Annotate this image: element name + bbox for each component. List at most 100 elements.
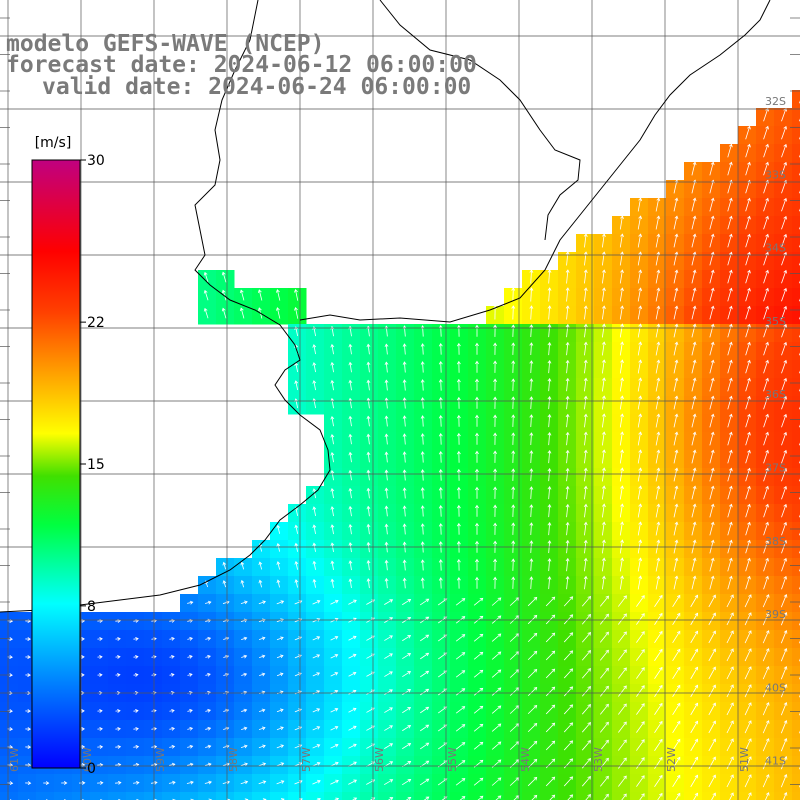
wind-arrow [169, 708, 175, 713]
wind-arrow [529, 558, 534, 572]
wind-arrow [781, 503, 788, 518]
wind-arrow [456, 378, 461, 391]
wind-arrow [169, 726, 175, 731]
wind-arrow [727, 305, 733, 320]
wind-arrow [493, 468, 498, 481]
wind-arrow [366, 379, 371, 391]
wind-arrow [241, 726, 248, 731]
wind-arrow [747, 792, 752, 800]
wind-arrow [637, 305, 643, 320]
wind-arrow [709, 287, 715, 302]
wind-arrow [563, 740, 574, 751]
wind-arrow [473, 651, 484, 660]
wind-arrow [655, 251, 661, 266]
wind-arrow [330, 690, 339, 695]
wind-arrow [529, 414, 534, 428]
wind-arrow [673, 485, 679, 500]
wind-arrow [473, 705, 484, 714]
wind-arrow [438, 450, 443, 463]
wind-arrow [690, 774, 699, 788]
wind-arrow [601, 269, 606, 284]
wind-arrow [312, 524, 317, 535]
wind-arrow [366, 343, 371, 355]
wind-arrow [782, 791, 788, 800]
wind-arrow [583, 557, 588, 572]
wind-arrow [744, 702, 752, 716]
wind-arrow [402, 451, 407, 463]
wind-arrow [619, 503, 624, 518]
wind-arrow [384, 653, 393, 659]
wind-arrow [348, 725, 357, 731]
wind-arrow [691, 575, 697, 590]
wind-arrow [384, 361, 389, 373]
wind-arrow [637, 215, 643, 230]
wind-arrow [655, 467, 661, 482]
wind-arrow [438, 432, 443, 445]
wind-arrow [205, 708, 211, 713]
wind-arrow [636, 613, 645, 625]
wind-arrow [762, 684, 770, 698]
wind-arrow [239, 289, 245, 301]
wind-cell [522, 792, 541, 800]
wind-arrow [475, 432, 479, 445]
wind-arrow [276, 636, 284, 641]
wind-arrow [493, 324, 498, 337]
wind-arrow [491, 633, 502, 642]
wind-arrow [727, 395, 733, 410]
wind-arrow [294, 579, 299, 588]
wind-arrow [420, 559, 425, 571]
wind-arrow [672, 612, 681, 626]
wind-arrow [241, 654, 248, 659]
wind-arrow [529, 450, 534, 464]
wind-arrow [708, 702, 716, 716]
wind-arrow [402, 653, 412, 660]
wind-arrow [402, 689, 412, 696]
wind-arrow [529, 576, 534, 590]
wind-arrow [204, 600, 212, 605]
wind-arrow [691, 413, 697, 428]
wind-arrow [763, 575, 769, 590]
wind-cell [180, 792, 199, 800]
wind-arrow [690, 720, 699, 734]
wind-arrow [709, 575, 715, 590]
wind-arrow [402, 505, 407, 517]
wind-arrow [726, 738, 734, 752]
wind-arrow [475, 522, 479, 535]
wind-arrow [691, 503, 697, 518]
wind-arrow [294, 560, 299, 570]
wind-arrow [402, 361, 407, 373]
wind-arrow [709, 521, 715, 536]
wind-arrow [384, 577, 389, 589]
wind-arrow [637, 395, 643, 410]
wind-arrow [565, 323, 570, 338]
wind-arrow [729, 792, 734, 800]
wind-arrow [619, 323, 624, 338]
wind-arrow [781, 161, 788, 176]
wind-arrow [563, 758, 574, 769]
wind-arrow [691, 161, 697, 176]
wind-arrow [438, 396, 443, 409]
wind-arrow [745, 503, 751, 518]
wind-arrow [762, 594, 770, 608]
wind-arrow [619, 449, 624, 464]
wind-cell [432, 792, 451, 800]
wind-arrow [673, 215, 679, 230]
wind-cell [162, 792, 181, 800]
wind-arrow [709, 161, 715, 176]
wind-arrow [654, 756, 663, 769]
wind-arrow [565, 269, 570, 284]
wind-cell [342, 792, 361, 800]
wind-arrow [203, 271, 209, 283]
wind-arrow [617, 631, 627, 643]
wind-arrow [545, 776, 556, 787]
wind-arrow [709, 305, 715, 320]
wind-arrow [529, 360, 534, 374]
wind-arrow [781, 377, 788, 392]
wind-arrow [527, 632, 538, 643]
colorbar-tick-label: 30 [87, 153, 105, 169]
wind-arrow [762, 702, 770, 716]
wind-arrow [527, 614, 538, 625]
wind-arrow [257, 289, 263, 301]
wind-arrow [475, 576, 479, 589]
wind-cell [792, 540, 800, 559]
